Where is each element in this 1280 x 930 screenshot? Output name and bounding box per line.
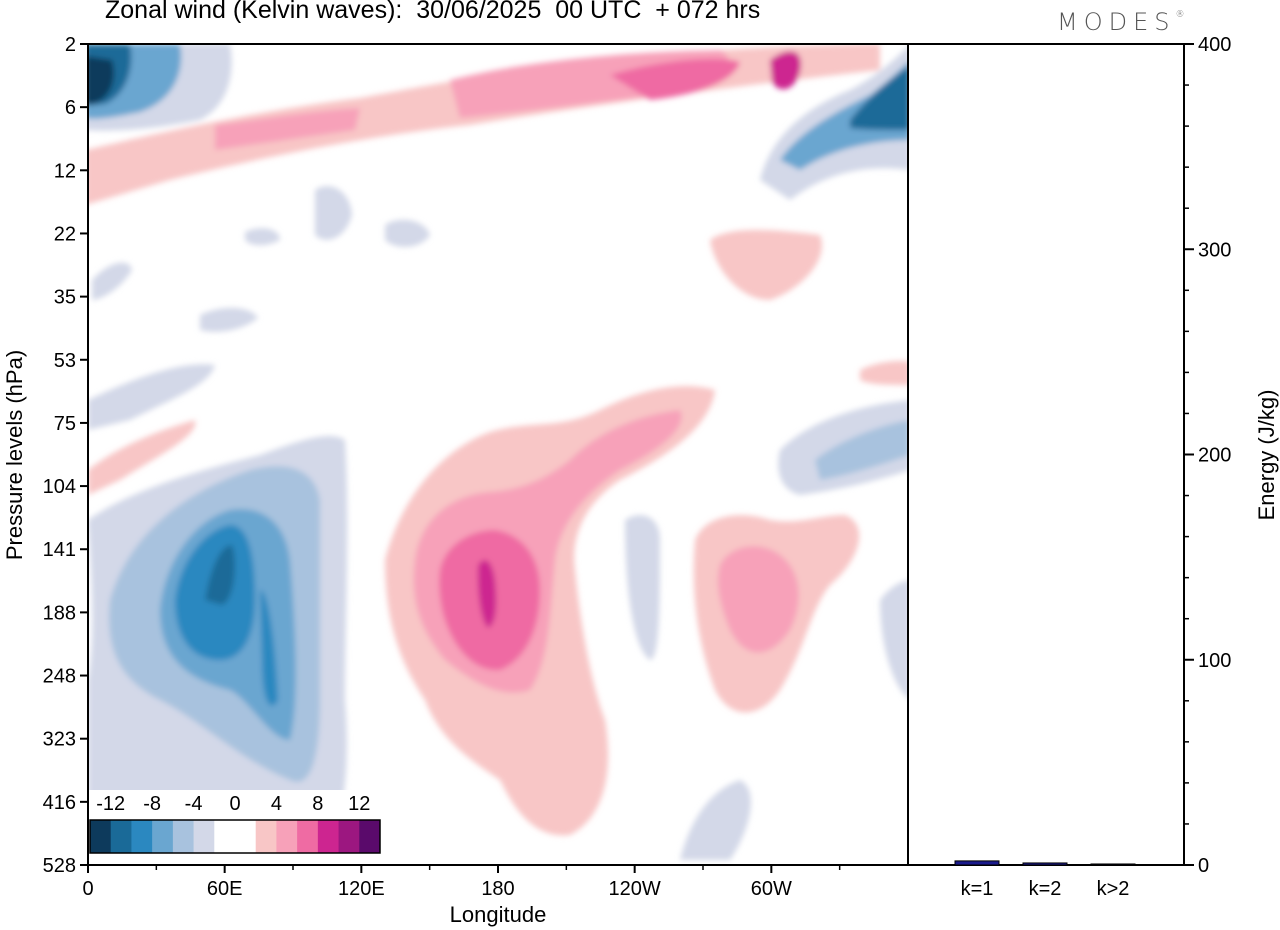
- colorbar-swatch: [110, 820, 132, 853]
- energy-tick-label: 300: [1198, 239, 1231, 261]
- lon-tick-label: 120W: [609, 878, 661, 900]
- energy-category-label: k=2: [1029, 878, 1062, 900]
- field-east-easterly-core: [815, 420, 908, 480]
- pressure-tick-label: 104: [43, 476, 76, 498]
- pressure-tick-label: 528: [43, 855, 76, 877]
- lon-tick-label: 60E: [207, 878, 243, 900]
- lon-tick-label: 180: [481, 878, 514, 900]
- field-sec-westerly-core: [718, 546, 799, 653]
- colorbar-label: 4: [271, 793, 282, 815]
- colorbar-label: -4: [185, 793, 203, 815]
- pressure-tick-label: 12: [54, 160, 76, 182]
- energy-tick-label: 200: [1198, 445, 1231, 467]
- colorbar: [89, 819, 381, 854]
- energy-y-axis: 0 100 200 300 400: [1184, 34, 1231, 877]
- field-strat-easterly-west-max: [88, 56, 114, 104]
- pressure-tick-label: 75: [54, 413, 76, 435]
- field-ut-westerly-max: [477, 560, 497, 628]
- colorbar-swatch: [297, 820, 319, 853]
- colorbar-swatch: [214, 820, 236, 853]
- field-strat-westerly-max: [770, 51, 801, 90]
- field-strat-westerly-core: [610, 58, 740, 100]
- colorbar-label: -8: [143, 793, 161, 815]
- brand-logo: MODES®: [1057, 8, 1184, 36]
- energy-bars: [954, 860, 1136, 866]
- lon-tick-label: 0: [82, 878, 93, 900]
- field-strat-easterly-patch-3: [245, 228, 280, 246]
- field-lower-easterly-2: [625, 515, 660, 660]
- energy-category-label: k=1: [961, 878, 994, 900]
- pressure-tick-label: 141: [43, 539, 76, 561]
- energy-bar: [1090, 863, 1136, 866]
- field-strat-easterly-east-mid: [780, 61, 908, 170]
- colorbar-swatch: [172, 820, 195, 853]
- field-east-easterly-lower: [880, 580, 908, 699]
- colorbar-swatch: [152, 820, 174, 853]
- field-ut-easterly-max: [205, 545, 235, 605]
- field-easterly-streak-35: [200, 307, 258, 332]
- longitude-axis: 0 60E 120E 180 120W 60W: [82, 865, 841, 900]
- pressure-tick-label: 323: [43, 729, 76, 751]
- colorbar-label: -12: [96, 793, 125, 815]
- field-westerly-streak-75: [88, 420, 196, 495]
- energy-bar: [1022, 862, 1068, 866]
- field-strat-easterly-east-core: [850, 66, 908, 130]
- pressure-tick-label: 2: [65, 34, 76, 56]
- pressure-tick-label: 22: [54, 223, 76, 245]
- field-strat-easterly-patch-4: [92, 262, 132, 300]
- energy-x-axis: k=1 k=2 k>2: [961, 878, 1130, 900]
- field-strat-easterly-patch-1: [315, 186, 352, 240]
- longitude-axis-title: Longitude: [450, 902, 547, 927]
- lon-tick-label: 120E: [338, 878, 385, 900]
- field-mid-westerly-patch: [710, 230, 822, 300]
- pressure-tick-label: 416: [43, 792, 76, 814]
- colorbar-border: [89, 819, 381, 854]
- energy-axis-title: Energy (J/kg): [1254, 390, 1279, 521]
- colorbar-swatch: [255, 820, 277, 853]
- colorbar-swatch: [235, 820, 257, 853]
- pressure-tick-label: 6: [65, 97, 76, 119]
- colorbar-swatch: [317, 820, 340, 853]
- field-east-westerly-lower: [860, 361, 908, 385]
- pressure-tick-label: 35: [54, 287, 76, 309]
- energy-panel: 0 100 200 300 400 k=1 k=2 k>2 Energy (J/kg): [908, 34, 1279, 900]
- energy-tick-label: 100: [1198, 650, 1231, 672]
- pressure-tick-label: 53: [54, 350, 76, 372]
- field-strat-westerly-streak: [215, 108, 360, 150]
- energy-bar: [954, 860, 1000, 866]
- energy-tick-label: 400: [1198, 34, 1231, 56]
- field-ut-easterly-tail: [260, 590, 278, 706]
- pressure-tick-label: 248: [43, 666, 76, 688]
- pressure-tick-label: 188: [43, 602, 76, 624]
- colorbar-label: 8: [312, 793, 323, 815]
- colorbar-swatch: [338, 820, 360, 853]
- colorbar-swatch: [90, 820, 112, 853]
- energy-tick-label: 0: [1198, 855, 1209, 877]
- page-title: Zonal wind (Kelvin waves): 30/06/2025 00…: [105, 0, 761, 24]
- colorbar-swatch: [131, 820, 153, 853]
- field-lower-easterly-1: [680, 780, 751, 860]
- pressure-axis-title: Pressure levels (hPa): [2, 350, 27, 560]
- brand-logo-mark: ®: [1175, 10, 1185, 20]
- colorbar-label: 12: [348, 793, 370, 815]
- lon-tick-label: 60W: [751, 878, 792, 900]
- field-strat-easterly-patch-2: [385, 219, 430, 247]
- energy-category-label: k>2: [1097, 878, 1130, 900]
- colorbar-swatch: [276, 820, 298, 853]
- brand-logo-text: MODES: [1057, 8, 1176, 36]
- colorbar-labels: -12 -8 -4 0 4 8 12: [96, 793, 370, 815]
- field-easterly-streak-53: [88, 364, 215, 430]
- colorbar-swatch: [193, 820, 215, 853]
- pressure-axis: 2 6 12 22 35 53 75 104 141 188 248 323 416 528: [43, 34, 88, 877]
- colorbar-swatch: [359, 820, 381, 853]
- hovmoller-field: -12 -8 -4 0 4 8 12: [88, 44, 908, 865]
- colorbar-label: 0: [229, 793, 240, 815]
